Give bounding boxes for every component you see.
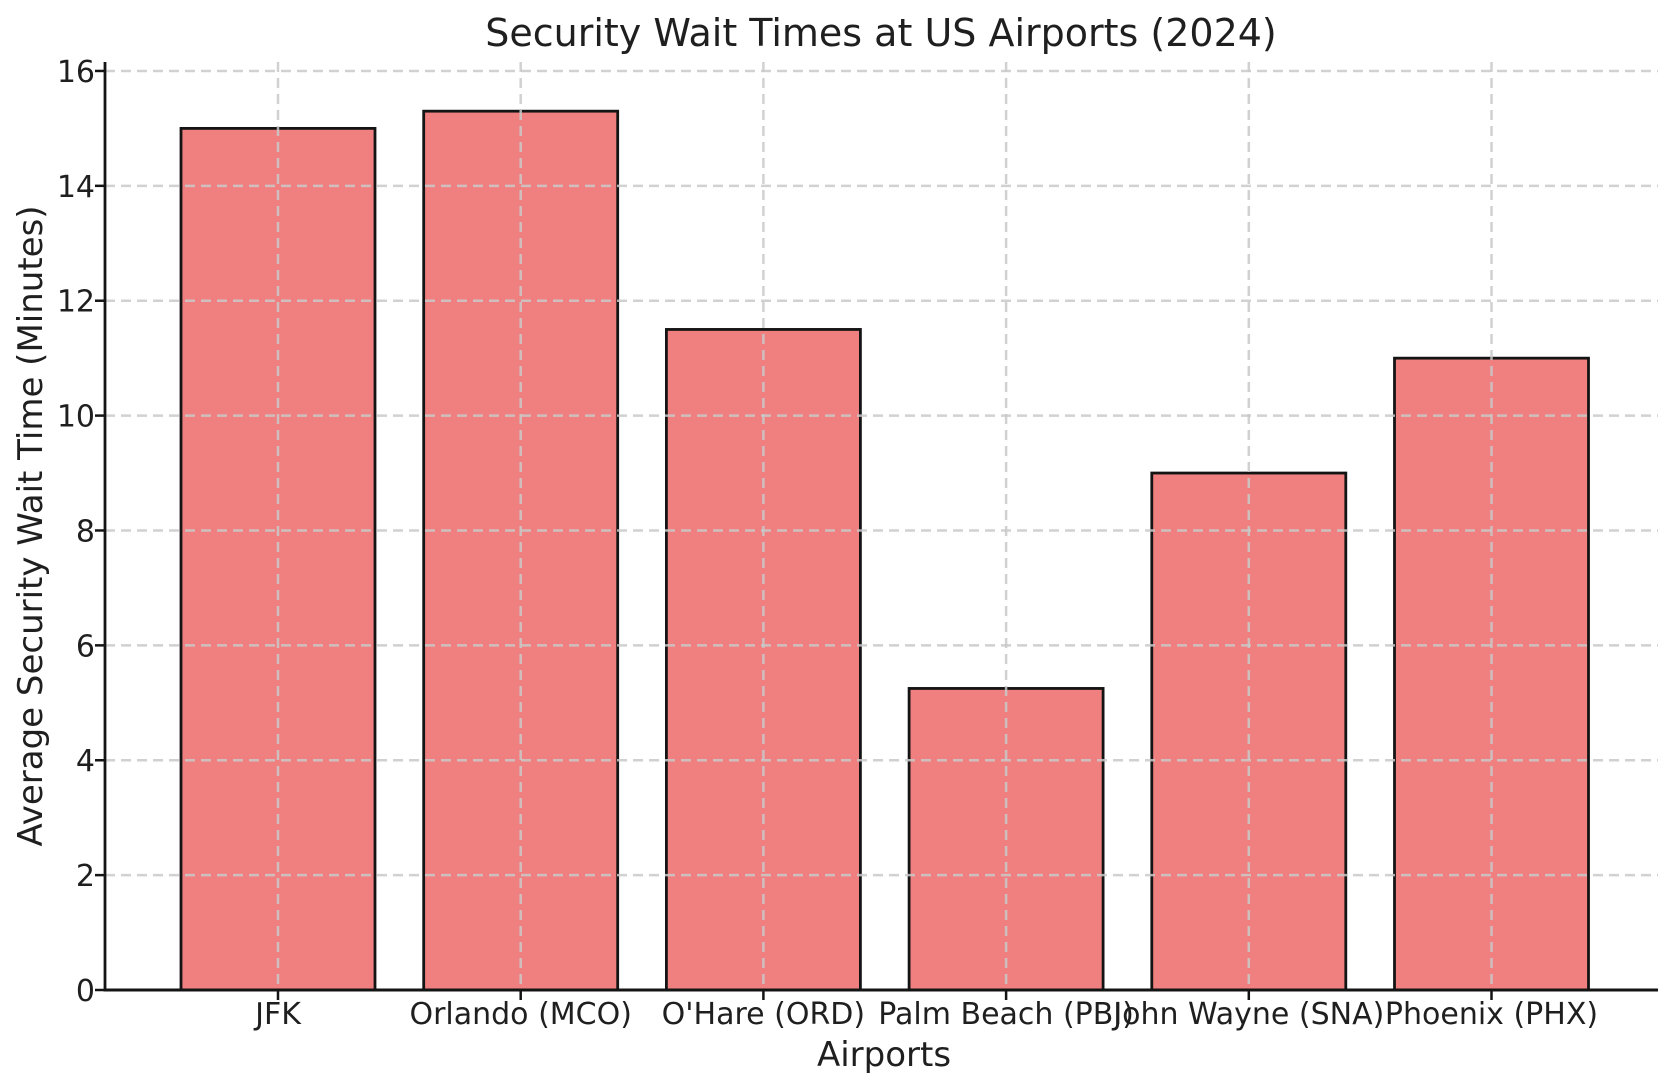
y-tick-label: 8 (76, 514, 95, 549)
y-tick-label: 12 (57, 285, 95, 320)
x-tick-label: Phoenix (PHX) (1385, 997, 1598, 1032)
y-tick-label: 0 (76, 974, 95, 1009)
y-tick-label: 14 (57, 170, 95, 205)
x-axis-label: Airports (817, 1035, 951, 1075)
y-tick-label: 4 (76, 744, 95, 779)
y-tick-label: 16 (57, 55, 95, 90)
x-tick-label: John Wayne (SNA) (1111, 997, 1384, 1032)
x-tick-label: Orlando (MCO) (409, 997, 631, 1032)
x-tick-label: Palm Beach (PBI) (878, 997, 1134, 1032)
chart-title: Security Wait Times at US Airports (2024… (485, 11, 1277, 55)
y-axis-label: Average Security Wait Time (Minutes) (11, 205, 51, 846)
y-tick-label: 6 (76, 629, 95, 664)
y-tick-label: 10 (57, 400, 95, 435)
x-tick-label: O'Hare (ORD) (662, 997, 865, 1032)
x-tick-label: JFK (253, 997, 302, 1032)
y-tick-label: 2 (76, 859, 95, 894)
